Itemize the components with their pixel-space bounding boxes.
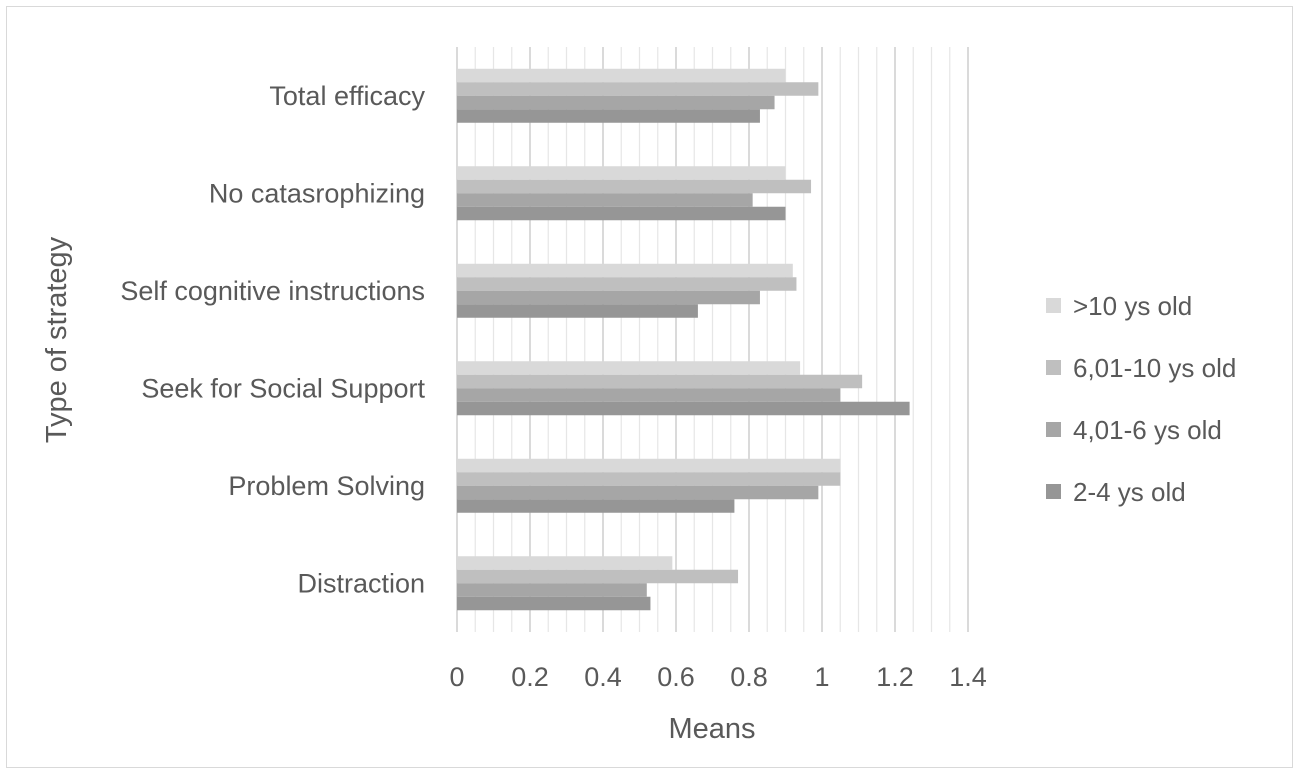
y-axis-title: Type of strategy — [41, 236, 73, 443]
legend-swatch — [1046, 298, 1061, 313]
legend-label: >10 ys old — [1073, 291, 1192, 321]
bar — [457, 263, 793, 278]
bar — [457, 166, 786, 180]
bar — [457, 374, 863, 389]
x-tick-label: 1.2 — [876, 662, 914, 692]
bar — [457, 556, 673, 570]
legend-label: 4,01-6 ys old — [1073, 415, 1222, 445]
bar — [457, 472, 841, 486]
bar — [457, 277, 797, 291]
legend-swatch — [1046, 484, 1061, 499]
bar — [457, 458, 841, 473]
x-tick-label: 0.4 — [584, 662, 622, 692]
x-tick-label: 1.4 — [949, 662, 987, 692]
bar — [457, 361, 801, 375]
x-tick-label: 0 — [449, 662, 464, 692]
bar — [457, 95, 775, 110]
category-labels: Total efficacy No catasrophizing Self cogn… — [120, 81, 425, 599]
tick-labels: 0 0.2 0.4 0.6 0.8 1 1.2 1.4 — [449, 662, 986, 692]
category-label: Total efficacy — [269, 81, 425, 111]
category-label: Seek for Social Support — [141, 373, 425, 403]
category-label: No catasrophizing — [209, 178, 425, 208]
x-tick-label: 1 — [814, 662, 829, 692]
bar — [457, 304, 698, 318]
category-label: Distraction — [297, 568, 425, 598]
bar — [457, 499, 735, 513]
bar — [457, 82, 819, 96]
bar — [457, 109, 760, 123]
bar — [457, 583, 647, 597]
gridlines — [456, 47, 969, 632]
legend-swatch — [1046, 360, 1061, 375]
legend: >10 ys old 6,01-10 ys old 4,01-6 ys old 2-4… — [1046, 291, 1236, 507]
x-tick-label: 0.6 — [657, 662, 695, 692]
chart-frame — [6, 6, 1293, 768]
bar — [457, 401, 910, 416]
bar — [457, 596, 651, 611]
bar — [457, 206, 786, 221]
bar — [457, 193, 753, 207]
legend-label: 6,01-10 ys old — [1073, 353, 1236, 383]
x-tick-label: 0.8 — [730, 662, 768, 692]
bar — [457, 388, 841, 402]
legend-swatch — [1046, 422, 1061, 437]
category-label: Self cognitive instructions — [120, 276, 425, 306]
category-label: Problem Solving — [228, 471, 425, 501]
legend-label: 2-4 ys old — [1073, 477, 1186, 507]
x-axis-title: Means — [668, 713, 755, 745]
bar — [457, 290, 760, 305]
bar — [457, 569, 739, 584]
bar — [457, 485, 819, 500]
x-tick-label: 0.2 — [511, 662, 549, 692]
bar — [457, 68, 786, 83]
bar — [457, 179, 812, 194]
bars — [457, 68, 910, 611]
